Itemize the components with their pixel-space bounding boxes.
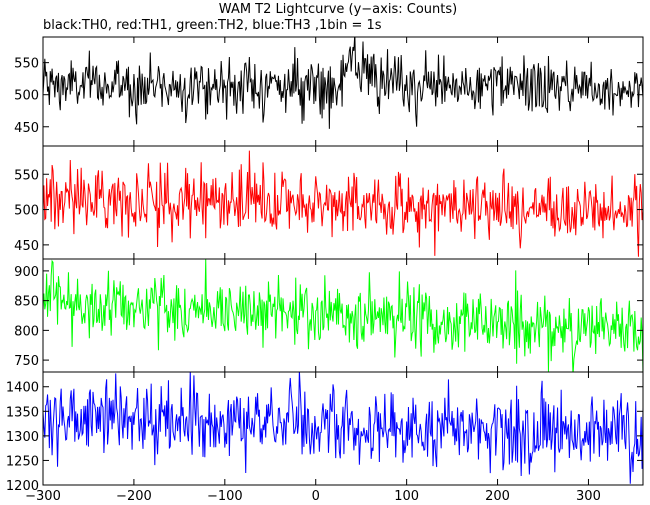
series-line-th2 bbox=[43, 259, 643, 372]
panel-frame bbox=[42, 371, 644, 486]
chart-title: WAM T2 Lightcurve (y−axis: Counts) bbox=[219, 2, 457, 17]
chart-subtitle: black:TH0, red:TH1, green:TH2, blue:TH3 … bbox=[43, 18, 382, 33]
series-line-th0 bbox=[43, 37, 643, 129]
y-tick-label: 1350 bbox=[6, 405, 39, 420]
y-tick-label: 450 bbox=[14, 239, 39, 254]
y-tick-label: 550 bbox=[14, 168, 39, 183]
y-tick-label: 800 bbox=[14, 324, 39, 339]
y-tick-label: 750 bbox=[14, 354, 39, 369]
series-line-th1 bbox=[43, 150, 643, 257]
panels-group: 450 500 550 450 500 550 750 800 850 900 1200 1250 13… bbox=[6, 36, 644, 494]
y-tick-label: 850 bbox=[14, 295, 39, 310]
y-tick-label: 1400 bbox=[6, 381, 39, 396]
x-tick-label: 300 bbox=[576, 489, 601, 504]
series-line-th3 bbox=[43, 372, 643, 484]
x-tick-label: −200 bbox=[116, 489, 152, 504]
x-tick-label: 200 bbox=[485, 489, 510, 504]
x-tick-label: −100 bbox=[207, 489, 243, 504]
panel-frame bbox=[42, 145, 644, 260]
y-tick-label: 1250 bbox=[6, 454, 39, 469]
panel-th2: 750 800 850 900 bbox=[14, 258, 644, 373]
x-tick-label: 100 bbox=[394, 489, 419, 504]
x-tick-label: −300 bbox=[25, 489, 61, 504]
y-tick-label: 500 bbox=[14, 204, 39, 219]
x-tick-label: 0 bbox=[312, 489, 320, 504]
x-axis: −300 −200 −100 0 100 200 300 bbox=[25, 489, 601, 504]
panel-th3: 1200 1250 1300 1350 1400 bbox=[6, 371, 644, 494]
panel-th0: 450 500 550 bbox=[14, 36, 644, 147]
y-tick-label: 1300 bbox=[6, 430, 39, 445]
panel-th1: 450 500 550 bbox=[14, 145, 644, 260]
y-tick-label: 1200 bbox=[6, 479, 39, 494]
y-tick-label: 550 bbox=[14, 57, 39, 72]
y-tick-label: 900 bbox=[14, 265, 39, 280]
y-tick-label: 450 bbox=[14, 121, 39, 136]
y-tick-label: 500 bbox=[14, 89, 39, 104]
